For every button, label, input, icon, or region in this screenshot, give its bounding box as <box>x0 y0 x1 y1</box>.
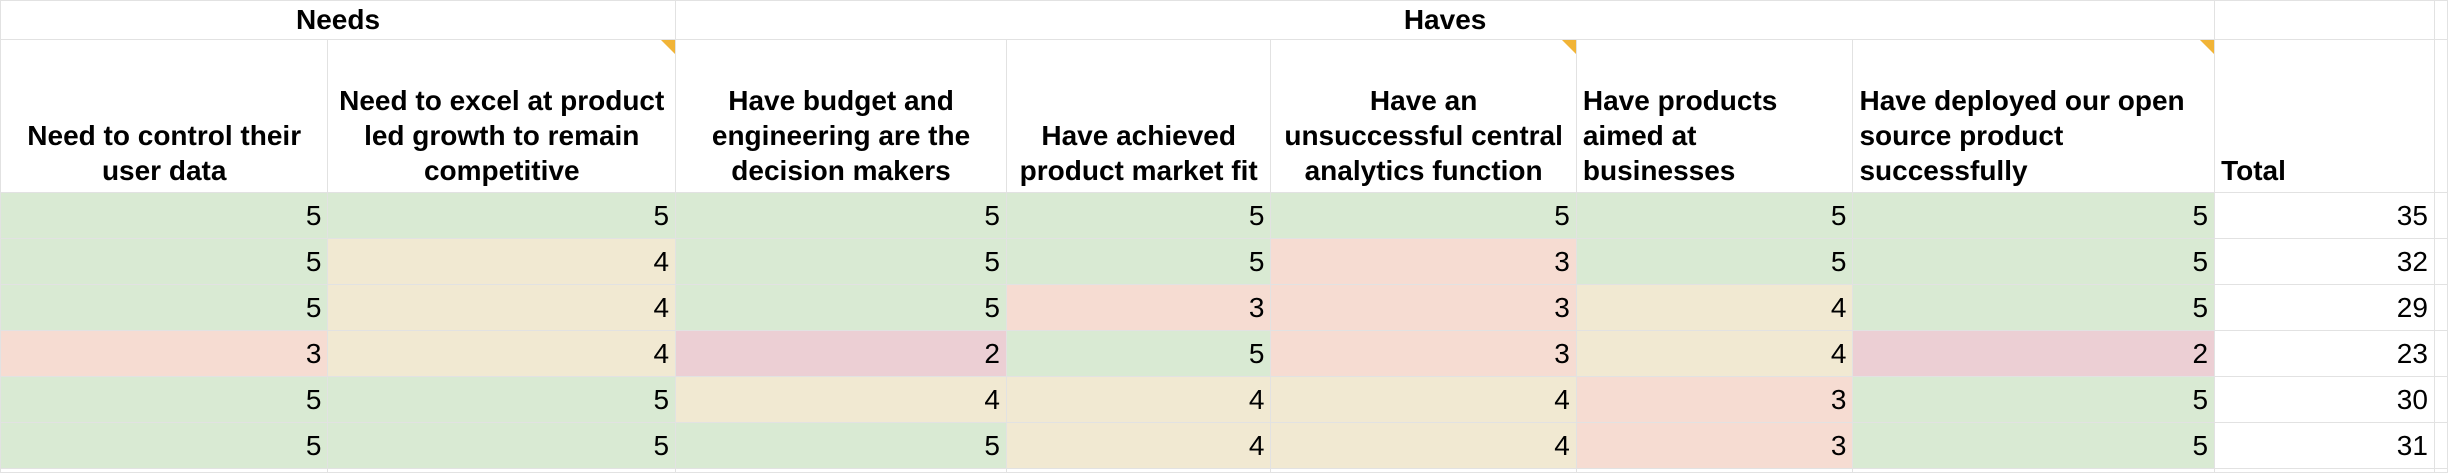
comment-indicator-icon[interactable] <box>2200 40 2214 54</box>
total-cell[interactable]: 35 <box>2214 192 2435 239</box>
score-cell[interactable]: 5 <box>675 422 1007 469</box>
header-control-user-data[interactable]: Need to control their user data <box>0 39 329 193</box>
comment-indicator-icon[interactable] <box>1561 40 1576 54</box>
table-row <box>0 468 2448 473</box>
header-label: Have achieved product market fit <box>1019 120 1258 186</box>
score-cell[interactable]: 5 <box>1852 422 2216 469</box>
empty-cell[interactable] <box>2433 468 2448 473</box>
empty-cell[interactable] <box>2433 39 2448 193</box>
score-cell[interactable]: 5 <box>1575 238 1854 285</box>
table-row: 5 5 5 4 4 3 5 31 <box>0 422 2448 469</box>
header-product-led-growth[interactable]: Need to excel at product led growth to r… <box>327 39 677 193</box>
total-cell[interactable]: 29 <box>2214 284 2435 331</box>
score-cell[interactable]: 4 <box>1575 330 1854 377</box>
score-cell[interactable]: 3 <box>1575 422 1854 469</box>
score-cell[interactable]: 4 <box>1270 422 1577 469</box>
score-cell[interactable]: 5 <box>327 376 677 423</box>
score-cell[interactable]: 5 <box>1852 192 2216 239</box>
empty-cell[interactable] <box>327 468 677 473</box>
score-cell[interactable]: 4 <box>1270 376 1577 423</box>
table-row: 5 4 5 3 3 4 5 29 <box>0 284 2448 331</box>
total-cell[interactable]: 23 <box>2214 330 2435 377</box>
header-label: Total <box>2221 155 2286 186</box>
column-header-row: Need to control their user data Need to … <box>0 39 2448 193</box>
score-cell[interactable]: 3 <box>0 330 329 377</box>
score-cell[interactable]: 2 <box>1852 330 2216 377</box>
score-cell[interactable]: 5 <box>327 422 677 469</box>
score-cell[interactable]: 4 <box>675 376 1007 423</box>
score-cell[interactable]: 4 <box>1005 376 1272 423</box>
score-cell[interactable]: 3 <box>1575 376 1854 423</box>
header-label: Have products aimed at businesses <box>1582 85 1778 186</box>
header-products-businesses[interactable]: Have products aimed at businesses <box>1575 39 1854 193</box>
score-cell[interactable]: 4 <box>327 238 677 285</box>
score-cell[interactable]: 5 <box>0 192 329 239</box>
table-row: 5 4 5 5 3 5 5 32 <box>0 238 2448 285</box>
score-cell[interactable]: 2 <box>675 330 1007 377</box>
score-cell[interactable]: 5 <box>1005 330 1272 377</box>
header-label: Need to excel at product led growth to r… <box>339 85 665 186</box>
score-cell[interactable]: 5 <box>675 238 1007 285</box>
empty-cell[interactable] <box>2433 0 2448 40</box>
score-cell[interactable]: 4 <box>327 284 677 331</box>
table-row: 5 5 4 4 4 3 5 30 <box>0 376 2448 423</box>
score-cell[interactable]: 5 <box>1852 238 2216 285</box>
header-label: Have deployed our open source product su… <box>1859 85 2185 186</box>
total-cell[interactable]: 32 <box>2214 238 2435 285</box>
score-cell[interactable]: 4 <box>327 330 677 377</box>
score-cell[interactable]: 5 <box>1005 238 1272 285</box>
empty-cell[interactable] <box>2433 422 2448 469</box>
score-cell[interactable]: 4 <box>1005 422 1272 469</box>
needs-group-header[interactable]: Needs <box>0 0 677 40</box>
header-central-analytics[interactable]: Have an unsuccessful central analytics f… <box>1270 39 1577 193</box>
score-cell[interactable]: 5 <box>0 284 329 331</box>
score-cell[interactable]: 5 <box>1575 192 1854 239</box>
score-cell[interactable]: 3 <box>1270 238 1577 285</box>
score-cell[interactable]: 5 <box>0 238 329 285</box>
empty-cell[interactable] <box>1005 468 1272 473</box>
score-cell[interactable]: 5 <box>1852 376 2216 423</box>
empty-cell[interactable] <box>2433 238 2448 285</box>
header-total[interactable]: Total <box>2214 39 2435 193</box>
score-cell[interactable]: 5 <box>675 284 1007 331</box>
group-header-row: Needs Haves <box>0 0 2448 40</box>
header-label: Have budget and engineering are the deci… <box>711 85 971 186</box>
empty-cell[interactable] <box>675 468 1007 473</box>
header-product-market-fit[interactable]: Have achieved product market fit <box>1005 39 1272 193</box>
header-label: Have an unsuccessful central analytics f… <box>1284 85 1563 186</box>
header-budget-engineering[interactable]: Have budget and engineering are the deci… <box>675 39 1007 193</box>
score-cell[interactable]: 3 <box>1270 284 1577 331</box>
empty-cell[interactable] <box>2433 376 2448 423</box>
table-row: 3 4 2 5 3 4 2 23 <box>0 330 2448 377</box>
empty-cell[interactable] <box>2214 0 2435 40</box>
header-open-source-deployed[interactable]: Have deployed our open source product su… <box>1852 39 2216 193</box>
score-cell[interactable]: 5 <box>0 376 329 423</box>
empty-cell[interactable] <box>2433 192 2448 239</box>
total-cell[interactable]: 30 <box>2214 376 2435 423</box>
empty-cell[interactable] <box>1575 468 1854 473</box>
score-cell[interactable]: 5 <box>0 422 329 469</box>
score-cell[interactable]: 5 <box>327 192 677 239</box>
empty-cell[interactable] <box>2433 330 2448 377</box>
empty-cell[interactable] <box>0 468 329 473</box>
header-label: Need to control their user data <box>27 120 302 186</box>
score-cell[interactable]: 5 <box>1005 192 1272 239</box>
empty-cell[interactable] <box>2433 284 2448 331</box>
empty-cell[interactable] <box>2214 468 2435 473</box>
score-cell[interactable]: 3 <box>1270 330 1577 377</box>
table-row: 5 5 5 5 5 5 5 35 <box>0 192 2448 239</box>
comment-indicator-icon[interactable] <box>661 40 675 54</box>
score-cell[interactable]: 3 <box>1005 284 1272 331</box>
score-cell[interactable]: 5 <box>1852 284 2216 331</box>
total-cell[interactable]: 31 <box>2214 422 2435 469</box>
score-cell[interactable]: 4 <box>1575 284 1854 331</box>
score-cell[interactable]: 5 <box>1270 192 1577 239</box>
score-cell[interactable]: 5 <box>675 192 1007 239</box>
haves-group-header[interactable]: Haves <box>675 0 2216 40</box>
empty-cell[interactable] <box>1270 468 1577 473</box>
empty-cell[interactable] <box>1852 468 2216 473</box>
